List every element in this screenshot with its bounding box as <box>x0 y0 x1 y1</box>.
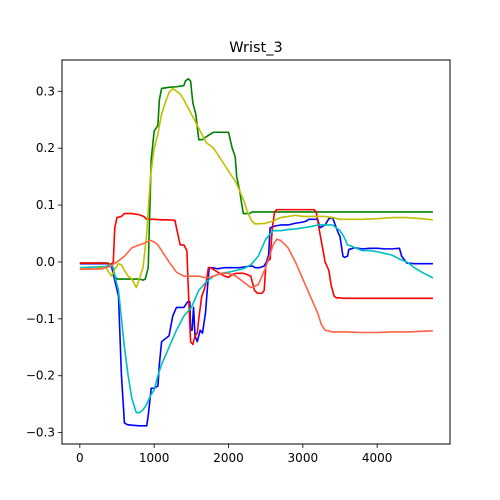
series-line-5 <box>79 238 433 334</box>
y-tick-label: −0.1 <box>26 312 55 326</box>
series-line-1 <box>79 77 433 281</box>
x-tick-label: 4000 <box>362 451 393 465</box>
y-tick-label: 0.0 <box>36 255 55 269</box>
plot-frame <box>61 59 451 445</box>
series-line-2 <box>79 208 433 346</box>
y-tick-label: 0.2 <box>36 141 55 155</box>
series-layer <box>79 77 434 427</box>
series-line-3 <box>79 224 434 414</box>
x-tick-label: 0 <box>76 451 84 465</box>
x-tick-label: 3000 <box>288 451 319 465</box>
chart-title: Wrist_3 <box>229 40 282 56</box>
x-tick-label: 2000 <box>213 451 244 465</box>
y-tick-label: 0.1 <box>36 198 55 212</box>
y-tick-label: −0.3 <box>26 426 55 440</box>
series-line-4 <box>79 87 433 289</box>
y-axis: −0.3 −0.2 −0.1 0.0 0.1 0.2 0.3 <box>26 84 62 440</box>
x-axis: 0 1000 2000 3000 4000 <box>76 444 392 465</box>
y-tick-label: 0.3 <box>36 84 55 98</box>
y-tick-label: −0.2 <box>26 369 55 383</box>
x-tick-label: 1000 <box>139 451 170 465</box>
series-line-0 <box>79 216 433 427</box>
